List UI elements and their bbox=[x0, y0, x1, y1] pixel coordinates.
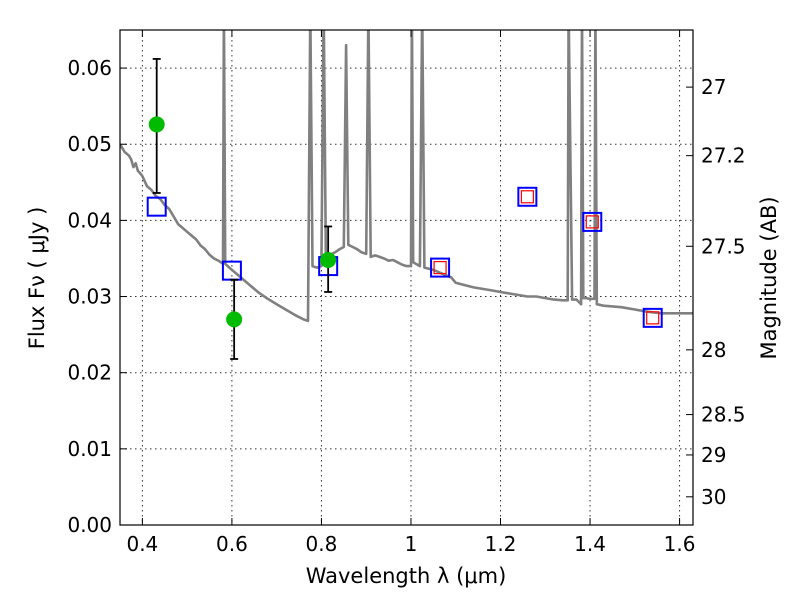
observed-flux-point bbox=[226, 311, 243, 328]
plot-frame bbox=[119, 29, 694, 526]
model-spectrum-line bbox=[120, 30, 693, 323]
y2-tick-label: 29 bbox=[701, 443, 726, 467]
model-flux-box-inner bbox=[585, 215, 599, 229]
model-flux-box-inner bbox=[433, 261, 447, 275]
model-flux-box-inner bbox=[520, 190, 534, 204]
model-flux-box bbox=[582, 211, 603, 232]
y-tick-label: 0.02 bbox=[67, 361, 112, 385]
grid-layer bbox=[120, 30, 693, 526]
y2-tick-label: 28 bbox=[701, 338, 726, 362]
y-tick-label: 0.00 bbox=[67, 513, 112, 537]
model-flux-box-inner bbox=[646, 311, 660, 325]
x-tick-label: 0.6 bbox=[216, 532, 248, 556]
model-flux-box bbox=[642, 307, 663, 328]
y-tick-label: 0.01 bbox=[67, 437, 112, 461]
y2-tick-label: 27 bbox=[701, 75, 726, 99]
model-flux-box bbox=[146, 196, 167, 217]
y-tick-label: 0.05 bbox=[67, 132, 112, 156]
observed-flux-point bbox=[320, 251, 337, 268]
axes: 0.4 0.6 0.8 1 1.2 1.4 1.6 0.00 0.01 0.02 0.03 0.04 0… bbox=[67, 29, 746, 556]
x-tick-label: 0.4 bbox=[126, 532, 158, 556]
model-flux-box bbox=[517, 186, 538, 207]
y2-tick-label: 28.5 bbox=[701, 403, 746, 427]
model-flux-box bbox=[430, 257, 451, 278]
x-tick-label: 1.4 bbox=[574, 532, 606, 556]
y2-tick-label: 30 bbox=[701, 485, 726, 509]
y2-tick-label: 27.5 bbox=[701, 234, 746, 258]
y-axis-label: Flux Fν ( μJy ) bbox=[25, 207, 49, 350]
x-tick-label: 0.8 bbox=[306, 532, 338, 556]
plot-area bbox=[120, 30, 693, 360]
x-tick-label: 1.2 bbox=[485, 532, 517, 556]
y-tick-label: 0.06 bbox=[67, 56, 112, 80]
x-axis-label: Wavelength λ (μm) bbox=[306, 564, 507, 588]
x-tick-label: 1 bbox=[405, 532, 418, 556]
x-tick-label: 1.6 bbox=[664, 532, 696, 556]
y-tick-label: 0.04 bbox=[67, 208, 112, 232]
y2-axis-label: Magnitude (AB) bbox=[757, 196, 781, 359]
y-tick-label: 0.03 bbox=[67, 285, 112, 309]
observed-flux-point bbox=[148, 116, 165, 133]
y2-tick-label: 27.2 bbox=[701, 144, 746, 168]
